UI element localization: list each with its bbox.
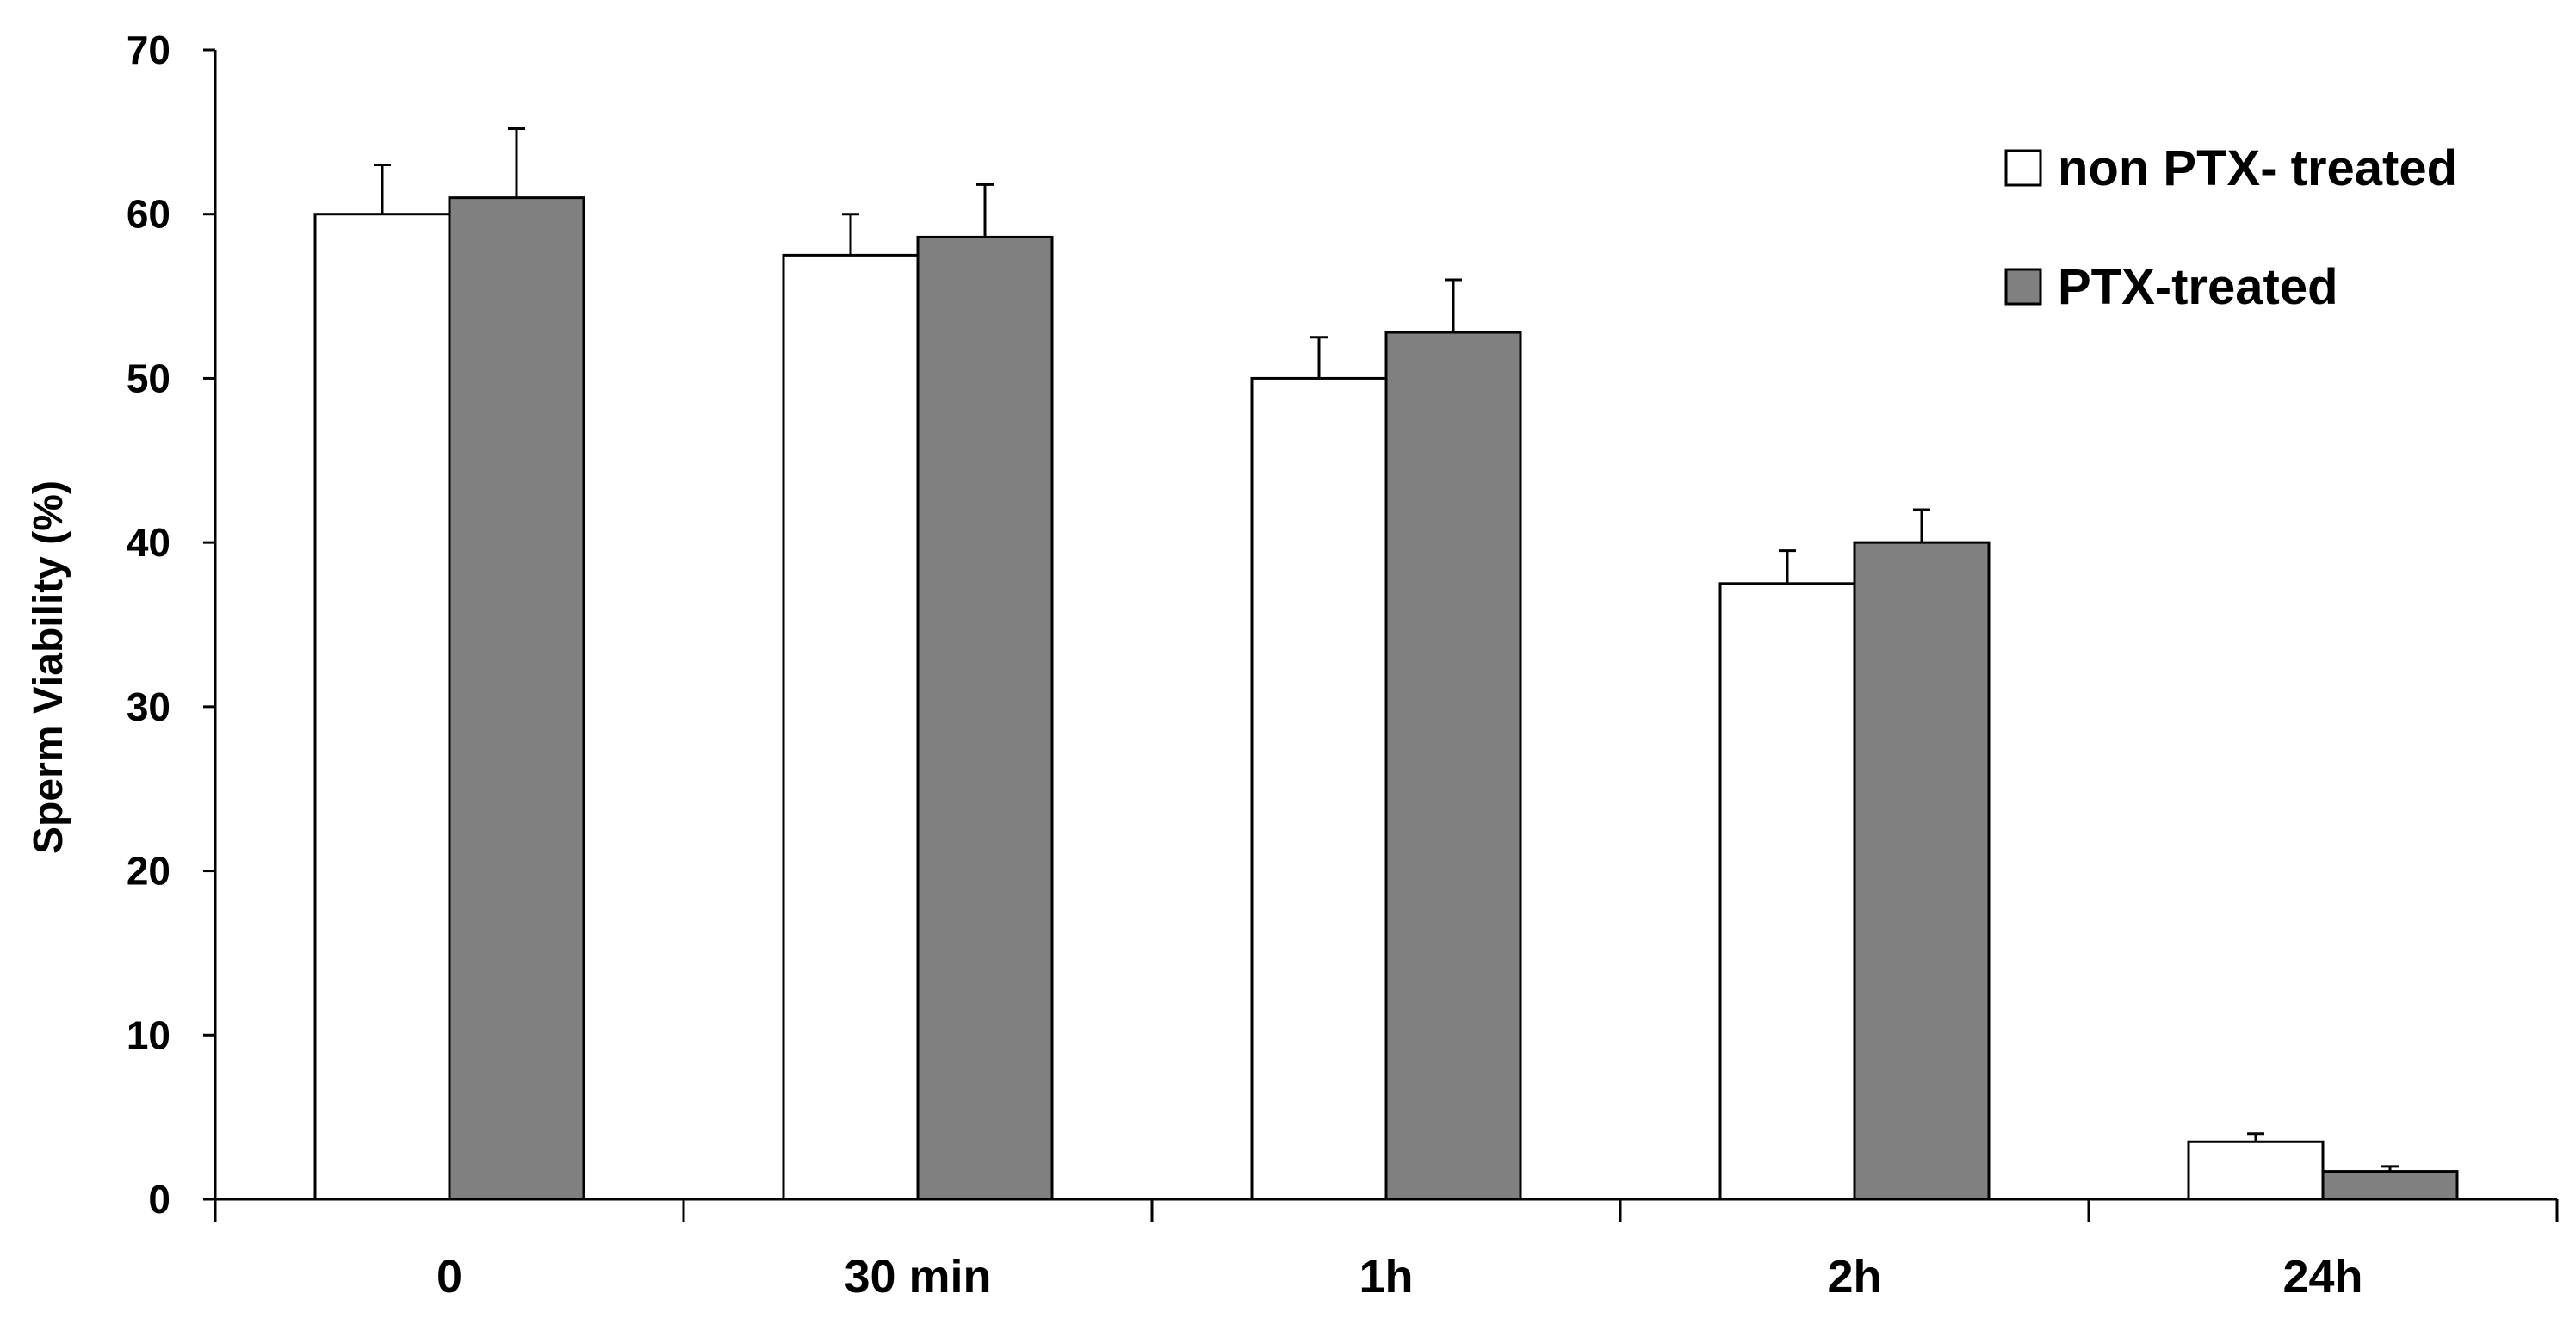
- legend-swatch: [2004, 268, 2042, 306]
- x-axis: 0 30 min 1h 2h 24h: [214, 1198, 2559, 1303]
- bar-non-ptx-3: [1718, 582, 1856, 1201]
- y-axis: 0 10 20 30 40 50 60 70: [127, 28, 217, 1222]
- x-tick-label: 30 min: [844, 1251, 991, 1303]
- y-tick-label: 20: [127, 849, 170, 894]
- bars: [313, 196, 2459, 1201]
- y-tick-label: 30: [127, 684, 170, 729]
- error-bars: [374, 127, 2399, 1172]
- y-axis-title: Sperm Viability (%): [26, 480, 71, 854]
- x-tick-label: 2h: [1827, 1251, 1881, 1303]
- y-tick-label: 50: [127, 356, 170, 400]
- bar-non-ptx-1: [782, 253, 920, 1201]
- y-tick-label: 40: [127, 520, 170, 565]
- y-tick-label: 10: [127, 1012, 170, 1057]
- bar-ptx-2: [1384, 331, 1522, 1201]
- bar-ptx-1: [916, 235, 1054, 1201]
- bar-ptx-3: [1853, 541, 1991, 1201]
- legend-label: non PTX- treated: [2058, 140, 2457, 196]
- legend-label: PTX-treated: [2058, 259, 2338, 315]
- bar-non-ptx-2: [1250, 376, 1388, 1201]
- y-tick-label: 60: [127, 192, 170, 237]
- bar-non-ptx-0: [313, 213, 451, 1201]
- legend: non PTX- treated PTX-treated: [2004, 140, 2457, 315]
- x-tick-label: 1h: [1359, 1251, 1413, 1303]
- y-tick-label: 70: [127, 28, 170, 72]
- x-tick-label: 0: [437, 1251, 462, 1303]
- bar-ptx-4: [2321, 1170, 2459, 1201]
- bar-non-ptx-4: [2187, 1140, 2325, 1201]
- legend-swatch: [2004, 149, 2042, 187]
- x-tick-label: 24h: [2282, 1251, 2362, 1303]
- bar-ptx-0: [448, 196, 585, 1201]
- y-tick-label: 0: [148, 1177, 170, 1222]
